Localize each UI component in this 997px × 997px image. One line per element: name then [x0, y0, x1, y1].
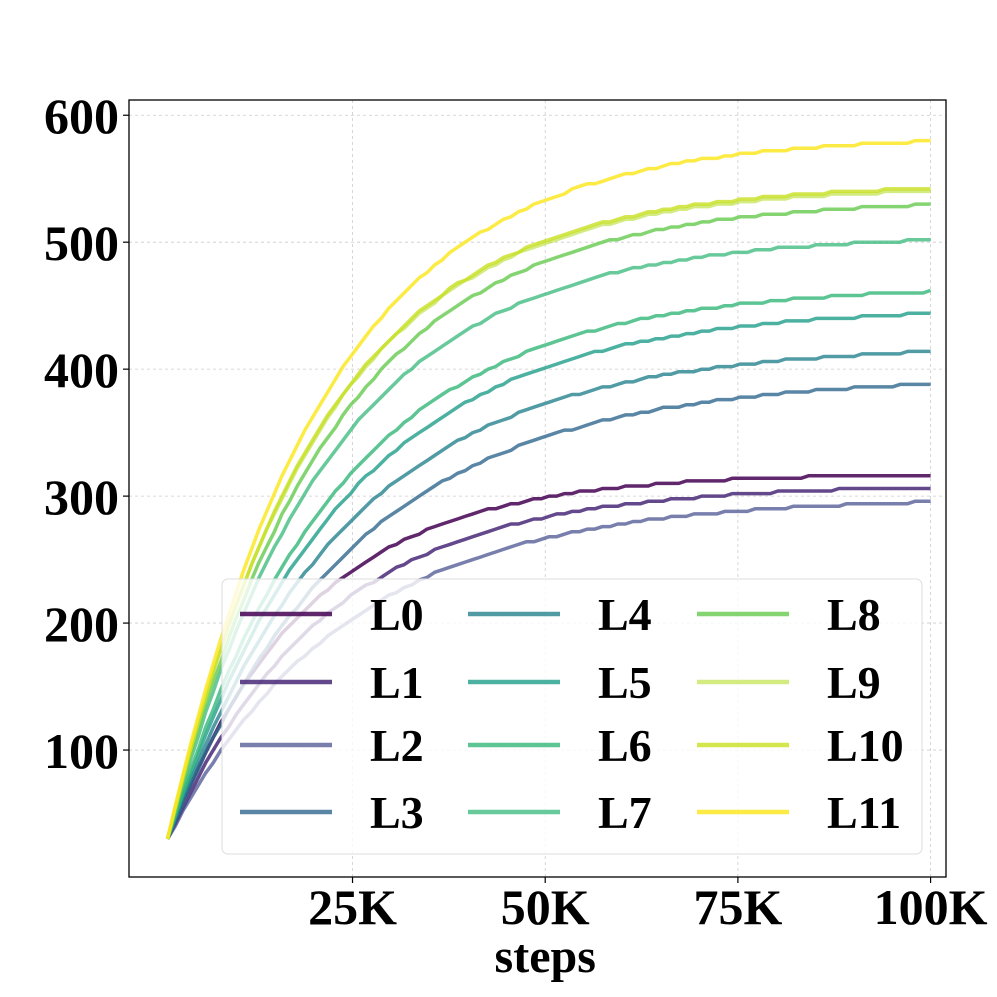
x-tick-label: 25K: [308, 879, 397, 935]
y-tick-label: 200: [44, 596, 119, 652]
y-tick-label: 300: [44, 469, 119, 525]
series-line-l6: [165, 288, 932, 840]
series-line-l7: [165, 237, 931, 840]
legend-label-l5: L5: [598, 657, 652, 708]
y-tick-label: 500: [44, 215, 119, 271]
x-axis-ticks: 25K 50K 75K 100K: [308, 877, 988, 935]
y-tick-label: 100: [44, 723, 119, 779]
legend-label-l7: L7: [598, 787, 652, 838]
x-tick-label: 100K: [874, 879, 988, 935]
series-line-l11: [165, 138, 931, 840]
y-tick-label: 400: [44, 342, 119, 398]
legend: L0 L1 L2 L3 L4 L5 L6 L7 L8 L9 L10 L11: [221, 578, 923, 855]
series-line-l5: [165, 311, 931, 840]
x-tick-label: 50K: [501, 879, 590, 935]
x-axis-label: steps: [495, 930, 596, 983]
legend-label-l4: L4: [598, 589, 652, 640]
x-tick-label: 75K: [693, 879, 782, 935]
y-tick-label: 600: [44, 88, 119, 144]
legend-label-l9: L9: [827, 657, 881, 708]
legend-label-l6: L6: [598, 720, 652, 771]
legend-label-l0: L0: [370, 589, 424, 640]
series-line-l10: [165, 187, 931, 840]
y-axis-ticks: 100 200 300 400 500 600: [44, 88, 129, 779]
legend-label-l8: L8: [827, 589, 881, 640]
legend-label-l3: L3: [370, 787, 424, 838]
series-line-l8: [165, 202, 931, 840]
legend-label-l2: L2: [370, 720, 424, 771]
legend-box: [221, 578, 923, 855]
plot-frame: [128, 99, 947, 878]
legend-label-l11: L11: [827, 787, 901, 838]
legend-label-l1: L1: [370, 657, 424, 708]
legend-label-l10: L10: [827, 720, 904, 771]
